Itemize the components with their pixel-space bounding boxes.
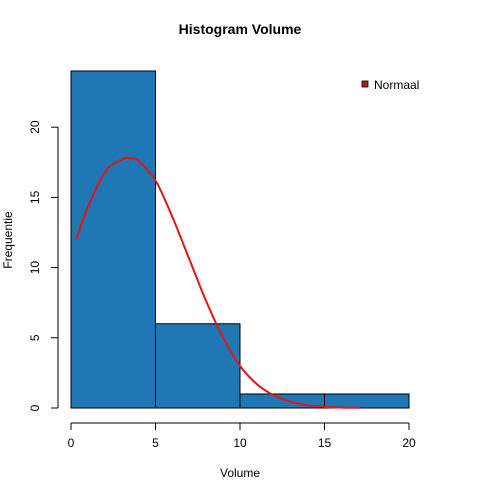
histogram-bars bbox=[70, 70, 410, 409]
legend-label: Normaal bbox=[374, 78, 419, 92]
y-tick-label: 10 bbox=[28, 261, 42, 275]
normal-curve bbox=[75, 156, 361, 409]
y-axis: 0 5 10 15 20 bbox=[28, 120, 59, 411]
y-tick-label: 5 bbox=[28, 334, 42, 341]
x-tick-label: 5 bbox=[152, 436, 159, 450]
y-tick-label: 15 bbox=[28, 190, 42, 204]
y-tick-label: 0 bbox=[28, 404, 42, 411]
y-tick-label: 20 bbox=[28, 120, 42, 134]
x-tick-label: 0 bbox=[68, 436, 75, 450]
x-axis-label: Volume bbox=[220, 466, 260, 480]
x-tick-label: 20 bbox=[402, 436, 416, 450]
legend-swatch bbox=[361, 80, 369, 88]
x-axis: 0 5 10 15 20 bbox=[68, 422, 416, 450]
histogram-bar bbox=[70, 70, 156, 409]
y-axis-label: Frequentie bbox=[1, 211, 15, 269]
chart-title: Histogram Volume bbox=[179, 21, 302, 37]
histogram-bar bbox=[155, 323, 241, 409]
x-tick-label: 15 bbox=[318, 436, 332, 450]
histogram-bar bbox=[324, 393, 410, 409]
x-tick-label: 10 bbox=[233, 436, 247, 450]
legend: Normaal bbox=[361, 78, 419, 92]
